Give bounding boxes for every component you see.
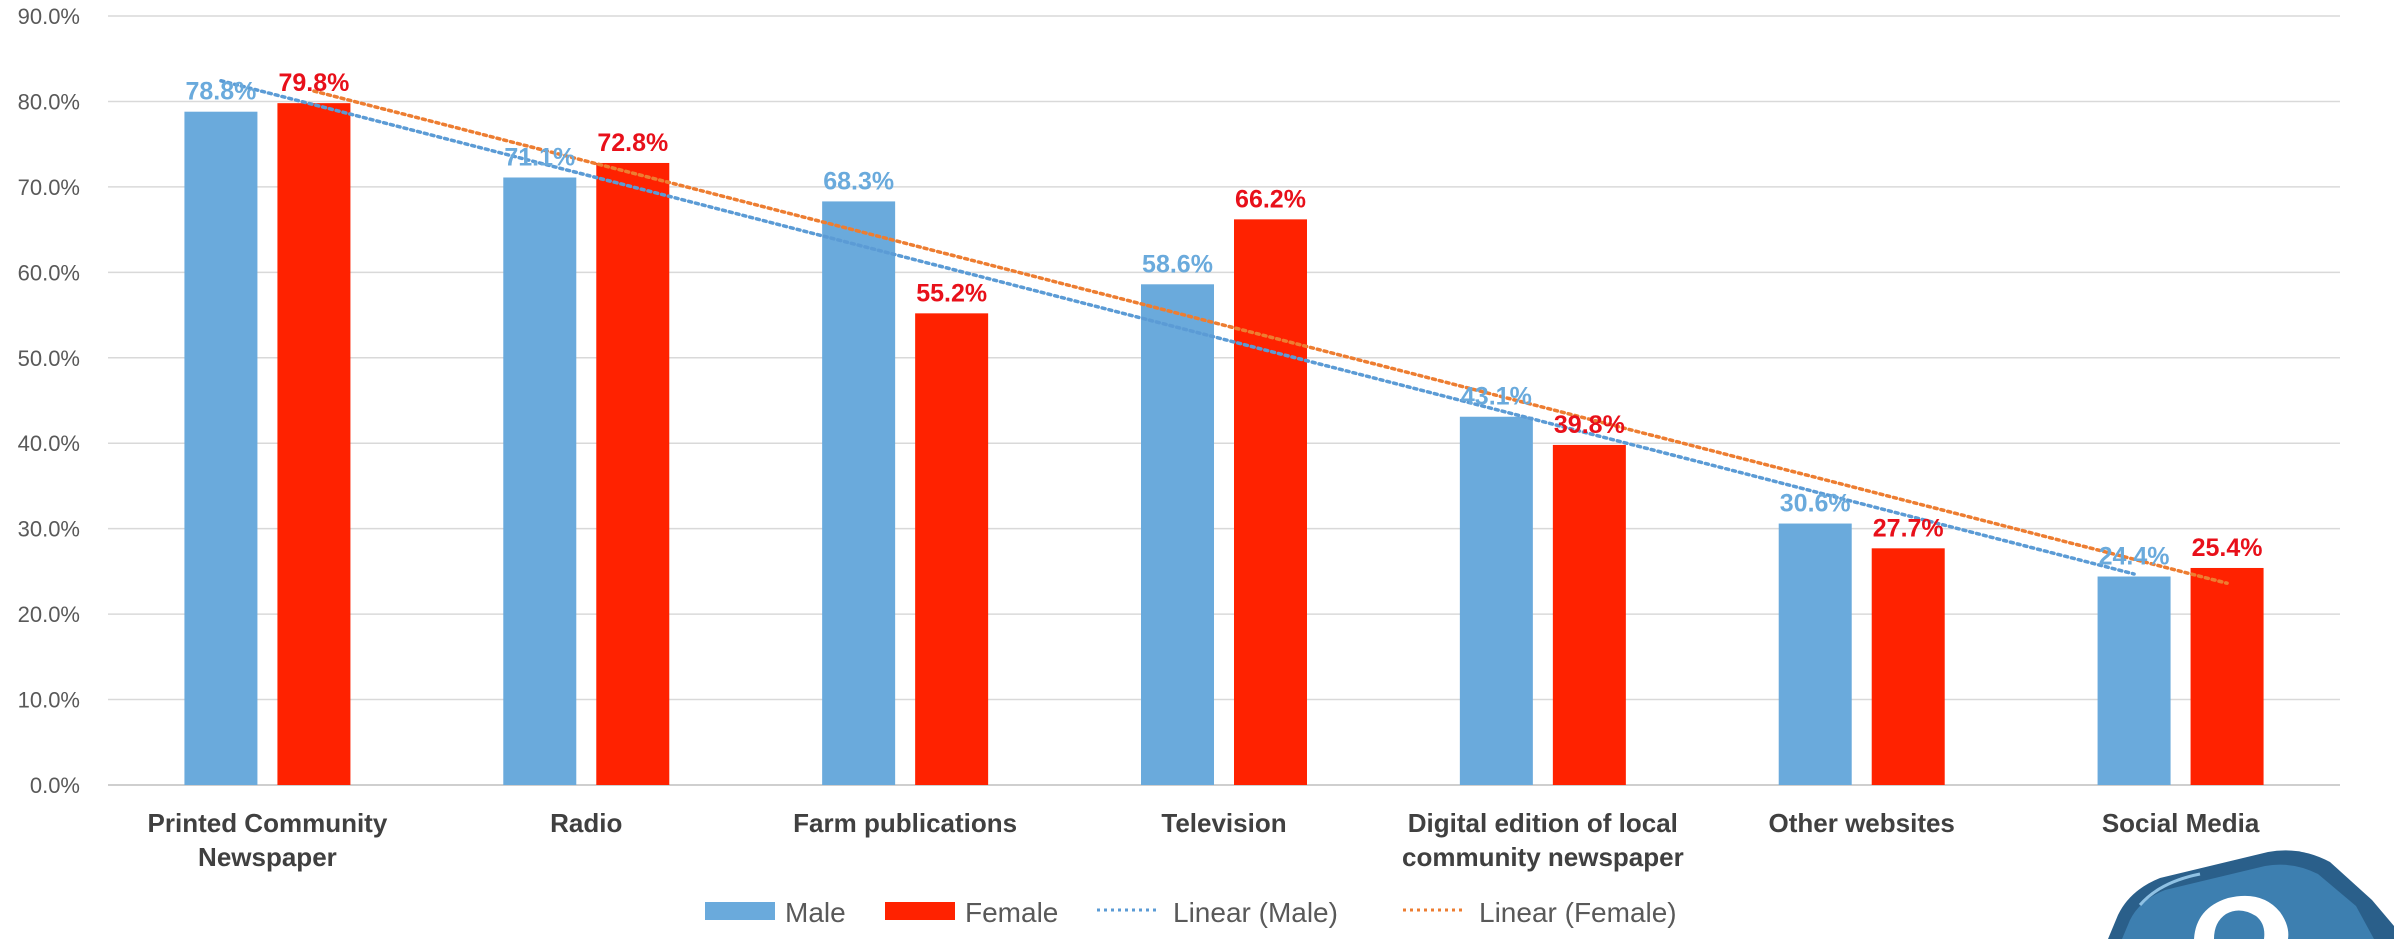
data-label-female: 39.8%	[1554, 411, 1625, 439]
legend-label: Female	[965, 897, 1058, 928]
trendline-male	[219, 79, 2136, 576]
trendline-female	[312, 89, 2229, 585]
bar-male	[2097, 576, 2171, 785]
legend-item-male: Male	[705, 897, 846, 928]
bar-female	[1552, 444, 1626, 785]
bars	[184, 103, 2264, 786]
legend-label: Linear (Female)	[1479, 897, 1677, 928]
data-label-male: 24.4%	[2099, 543, 2170, 571]
bar-male	[1778, 523, 1852, 785]
x-category-label: Television	[1161, 808, 1286, 838]
y-tick-label: 30.0%	[18, 517, 80, 542]
legend-swatch	[705, 902, 775, 920]
bar-female	[915, 313, 989, 785]
y-tick-label: 70.0%	[18, 175, 80, 200]
data-label-male: 43.1%	[1461, 383, 1532, 411]
bar-female	[1871, 548, 1945, 785]
y-tick-label: 0.0%	[30, 773, 80, 798]
data-label-male: 30.6%	[1780, 490, 1851, 518]
bar-male	[822, 201, 896, 786]
bar-male	[1459, 416, 1533, 785]
data-label-female: 27.7%	[1873, 514, 1944, 542]
x-category-label: Other websites	[1769, 808, 1955, 838]
legend-item-linear-male: Linear (Male)	[1097, 897, 1338, 928]
trendlines	[219, 79, 2229, 585]
y-tick-label: 90.0%	[18, 4, 80, 29]
y-tick-label: 20.0%	[18, 602, 80, 627]
x-category-label: Newspaper	[198, 842, 337, 872]
logo-icon	[2108, 850, 2394, 939]
x-category-label: Printed Community	[148, 808, 388, 838]
legend-swatch	[885, 902, 955, 920]
legend-label: Linear (Male)	[1173, 897, 1338, 928]
x-category-label: Radio	[550, 808, 622, 838]
x-category-label: Digital edition of local	[1408, 808, 1678, 838]
legend: Male Female Linear (Male) Linear (Female)	[705, 897, 1677, 928]
x-category-label: Farm publications	[793, 808, 1017, 838]
x-axis: Printed Community Newspaper Radio Farm publ…	[148, 808, 2260, 872]
x-category-label: Social Media	[2102, 808, 2260, 838]
data-label-male: 71.1%	[504, 143, 575, 171]
y-tick-label: 50.0%	[18, 346, 80, 371]
bar-female	[277, 103, 351, 786]
y-tick-label: 80.0%	[18, 89, 80, 114]
y-tick-label: 40.0%	[18, 431, 80, 456]
data-label-female: 72.8%	[597, 129, 668, 157]
bar-female	[1234, 219, 1307, 785]
legend-label: Male	[785, 897, 846, 928]
data-label-female: 55.2%	[916, 279, 987, 307]
data-labels: 78.8% 71.1% 68.3% 58.6% 43.1% 30.6% 24.4% 79.8%…	[185, 69, 2262, 570]
x-category-label: community newspaper	[1402, 842, 1684, 872]
data-label-male: 68.3%	[823, 167, 894, 195]
legend-item-female: Female	[885, 897, 1058, 928]
bar-female	[2190, 567, 2264, 785]
data-label-male: 58.6%	[1142, 250, 1213, 278]
data-label-female: 66.2%	[1235, 185, 1306, 213]
gridlines	[108, 15, 2340, 786]
y-tick-label: 60.0%	[18, 260, 80, 285]
data-label-female: 25.4%	[2192, 534, 2263, 562]
data-label-female: 79.8%	[278, 69, 349, 97]
legend-item-linear-female: Linear (Female)	[1403, 897, 1677, 928]
y-tick-label: 10.0%	[18, 688, 80, 713]
bar-male	[1141, 284, 1214, 785]
bar-female	[596, 162, 670, 785]
y-axis: 0.0% 10.0% 20.0% 30.0% 40.0% 50.0% 60.0% 70.0% 8…	[18, 4, 80, 798]
bar-male	[503, 177, 577, 786]
data-label-male: 78.8%	[185, 78, 256, 106]
bar-male	[184, 111, 258, 786]
